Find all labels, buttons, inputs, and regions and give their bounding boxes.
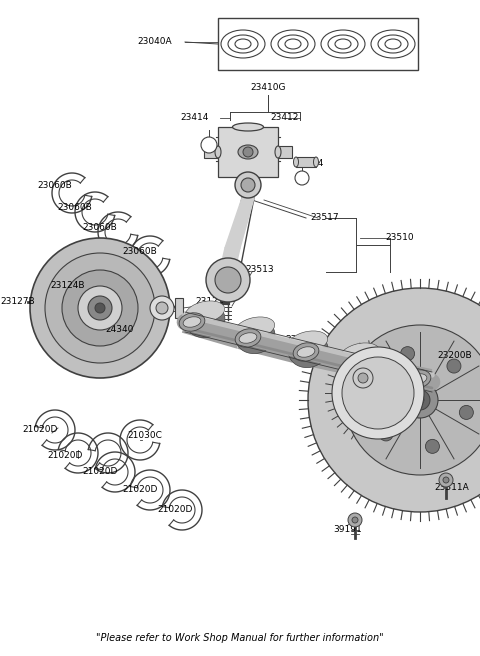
Circle shape (30, 238, 170, 378)
Ellipse shape (409, 374, 427, 384)
Ellipse shape (288, 331, 328, 353)
Circle shape (78, 286, 122, 330)
Circle shape (201, 137, 217, 153)
Circle shape (150, 296, 174, 320)
Circle shape (235, 172, 261, 198)
Circle shape (241, 178, 255, 192)
Bar (296, 157, 316, 167)
Text: 21020D: 21020D (48, 451, 83, 459)
Ellipse shape (238, 145, 258, 159)
Text: 23127B: 23127B (0, 298, 36, 306)
Ellipse shape (183, 317, 201, 327)
Text: 23412: 23412 (271, 113, 299, 123)
Polygon shape (220, 248, 240, 270)
Ellipse shape (179, 313, 205, 331)
Text: 23510: 23510 (386, 234, 414, 243)
Circle shape (348, 513, 362, 527)
Ellipse shape (232, 123, 264, 131)
Text: 23111: 23111 (286, 335, 314, 344)
Text: 23060B: 23060B (83, 224, 118, 232)
Circle shape (447, 359, 461, 373)
Ellipse shape (297, 347, 315, 358)
Circle shape (353, 368, 373, 388)
Text: 23414: 23414 (296, 159, 324, 167)
Circle shape (308, 288, 480, 512)
Ellipse shape (293, 343, 319, 361)
Circle shape (459, 405, 473, 419)
Circle shape (45, 253, 155, 363)
Text: 11304B: 11304B (353, 363, 387, 373)
Text: 23410G: 23410G (250, 83, 286, 92)
Text: 21020D: 21020D (157, 506, 192, 514)
Ellipse shape (215, 146, 221, 158)
Circle shape (95, 303, 105, 313)
Text: 23120: 23120 (154, 306, 182, 314)
Bar (218, 18, 418, 70)
Text: 23060B: 23060B (122, 247, 157, 256)
Ellipse shape (185, 302, 225, 338)
Text: "Please refer to Work Shop Manual for further information": "Please refer to Work Shop Manual for fu… (96, 633, 384, 643)
Text: 23414: 23414 (181, 113, 209, 123)
Text: 23125: 23125 (196, 298, 224, 306)
Ellipse shape (340, 343, 380, 365)
Text: 24340: 24340 (106, 325, 134, 335)
Text: 23060B: 23060B (37, 180, 72, 190)
Circle shape (243, 147, 253, 157)
Text: 23040A: 23040A (138, 37, 172, 47)
Text: 23513: 23513 (246, 266, 274, 274)
Ellipse shape (353, 361, 371, 371)
Circle shape (379, 427, 393, 441)
Circle shape (352, 517, 358, 523)
Circle shape (156, 302, 168, 314)
Bar (218, 127, 278, 177)
Circle shape (443, 477, 449, 483)
Circle shape (439, 473, 453, 487)
Text: 21020D: 21020D (22, 426, 58, 434)
Bar (175, 298, 183, 318)
Text: 23124B: 23124B (51, 281, 85, 289)
Circle shape (295, 171, 309, 185)
Text: 39190A: 39190A (378, 380, 412, 390)
Text: 21020D: 21020D (122, 485, 158, 495)
Circle shape (215, 267, 241, 293)
Circle shape (416, 396, 424, 404)
Bar (204, 146, 218, 158)
Text: 21030C: 21030C (128, 430, 162, 440)
Circle shape (342, 357, 414, 429)
Circle shape (345, 325, 480, 475)
Ellipse shape (340, 344, 380, 380)
Ellipse shape (239, 333, 257, 343)
Circle shape (425, 440, 439, 453)
Circle shape (367, 380, 381, 394)
Text: 23517: 23517 (311, 213, 339, 222)
Text: 23200B: 23200B (438, 350, 472, 359)
Circle shape (358, 373, 368, 383)
Circle shape (206, 258, 250, 302)
Circle shape (88, 296, 112, 320)
Circle shape (332, 347, 424, 439)
Bar (278, 146, 292, 158)
Ellipse shape (293, 157, 299, 167)
Circle shape (402, 382, 438, 418)
Text: 21020D: 21020D (82, 468, 118, 476)
Ellipse shape (235, 317, 275, 339)
Text: 23311A: 23311A (434, 483, 469, 493)
Ellipse shape (235, 329, 261, 347)
Ellipse shape (405, 370, 431, 388)
Ellipse shape (275, 146, 281, 158)
Polygon shape (225, 198, 254, 248)
Ellipse shape (349, 357, 375, 375)
Circle shape (62, 270, 138, 346)
Ellipse shape (313, 157, 319, 167)
Circle shape (401, 346, 415, 361)
Circle shape (410, 390, 430, 410)
Ellipse shape (185, 301, 225, 323)
Text: 23060B: 23060B (58, 203, 92, 213)
Ellipse shape (235, 318, 275, 354)
Text: 39191: 39191 (334, 525, 362, 535)
Ellipse shape (288, 333, 328, 367)
